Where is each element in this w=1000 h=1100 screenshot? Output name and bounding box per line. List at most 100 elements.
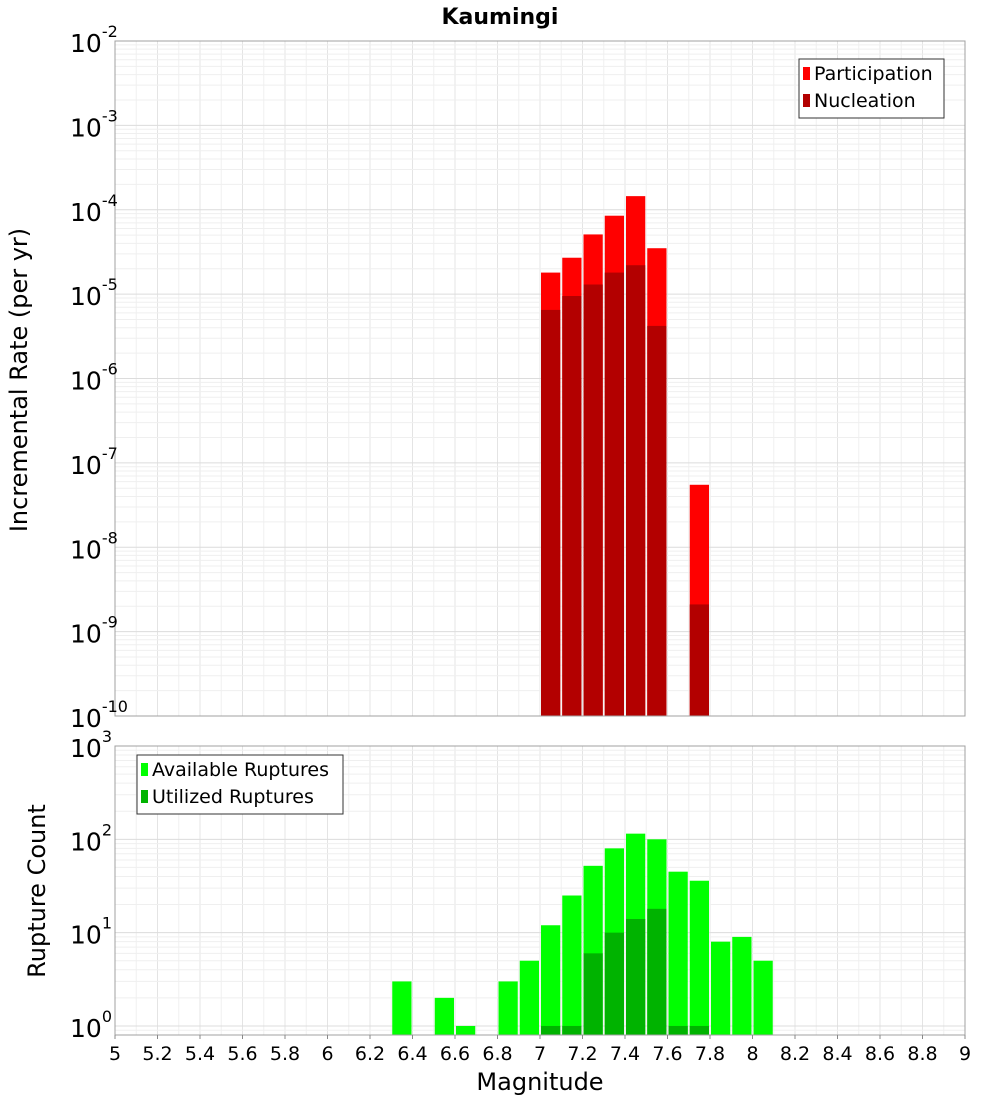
bottom-bar-utilized-ruptures: [562, 1025, 582, 1035]
tick-base: 10: [70, 198, 102, 227]
tick-base: 10: [70, 921, 102, 950]
x-tick-label: 7: [534, 1043, 546, 1065]
x-tick-label: 5: [109, 1043, 121, 1065]
bottom-legend-label: Utilized Ruptures: [152, 786, 314, 808]
bottom-bar-utilized-ruptures: [583, 953, 603, 1035]
x-tick-label: 8.8: [907, 1043, 937, 1065]
top-y-tick-label: 10-7: [70, 444, 118, 480]
x-tick-label: 7.6: [652, 1043, 682, 1065]
tick-exponent: -7: [102, 444, 118, 463]
x-tick-label: 8: [746, 1043, 758, 1065]
top-y-tick-label: 10-3: [70, 106, 118, 142]
tick-exponent: 1: [102, 914, 112, 933]
bottom-bar-available-ruptures: [732, 936, 752, 1035]
tick-exponent: 3: [102, 727, 112, 746]
tick-exponent: -3: [102, 106, 118, 125]
x-tick-label: 6: [321, 1043, 333, 1065]
x-tick-label: 7.8: [695, 1043, 725, 1065]
bottom-bar-available-ruptures: [562, 895, 582, 1035]
top-plot-frame: [114, 40, 966, 717]
bottom-y-tick-label: 103: [70, 727, 112, 763]
top-bar-nucleation: [562, 296, 582, 716]
x-tick-label: 8.4: [822, 1043, 852, 1065]
bottom-bar-available-ruptures: [668, 871, 688, 1035]
bottom-bar-utilized-ruptures: [647, 908, 667, 1035]
x-tick-label: 5.8: [270, 1043, 300, 1065]
tick-base: 10: [70, 535, 102, 564]
x-tick-label: 7.4: [610, 1043, 640, 1065]
top-y-tick-label: 10-9: [70, 613, 118, 649]
bottom-bar-available-ruptures: [689, 880, 709, 1035]
tick-exponent: -6: [102, 360, 118, 379]
tick-base: 10: [70, 367, 102, 396]
x-tick-label: 6.2: [355, 1043, 385, 1065]
tick-exponent: -4: [102, 191, 118, 210]
bottom-y-tick-label: 101: [70, 914, 112, 950]
tick-base: 10: [70, 451, 102, 480]
tick-exponent: 0: [102, 1007, 112, 1026]
bottom-y-axis-label: Rupture Count: [23, 804, 51, 978]
top-bar-nucleation: [689, 604, 709, 716]
top-bar-nucleation: [626, 265, 646, 716]
tick-exponent: -2: [102, 22, 118, 41]
top-bar-nucleation: [647, 325, 667, 716]
x-tick-label: 5.6: [227, 1043, 257, 1065]
tick-base: 10: [70, 1014, 102, 1043]
bottom-bar-available-ruptures: [392, 981, 412, 1035]
bottom-legend-label: Available Ruptures: [152, 759, 329, 781]
bottom-bar-available-ruptures: [498, 981, 518, 1035]
x-tick-label: 9: [959, 1043, 971, 1065]
x-tick-label: 7.2: [567, 1043, 597, 1065]
top-y-tick-label: 10-4: [70, 191, 118, 227]
x-tick-label: 8.2: [780, 1043, 810, 1065]
bottom-legend-swatch: [141, 790, 148, 803]
chart-title: Kaumingi: [442, 5, 559, 30]
tick-exponent: -9: [102, 613, 118, 632]
top-legend-swatch: [803, 67, 810, 80]
top-y-tick-label: 10-10: [70, 697, 128, 733]
tick-exponent: -10: [102, 697, 128, 716]
bottom-y-tick-label: 102: [70, 820, 112, 856]
tick-base: 10: [70, 704, 102, 733]
tick-base: 10: [70, 620, 102, 649]
bottom-bar-available-ruptures: [753, 960, 773, 1035]
bottom-bar-available-ruptures: [711, 941, 731, 1035]
bottom-bar-available-ruptures: [434, 997, 454, 1035]
bottom-bar-utilized-ruptures: [541, 1025, 561, 1035]
tick-exponent: -5: [102, 275, 118, 294]
x-tick-label: 6.4: [397, 1043, 427, 1065]
top-legend-label: Nucleation: [814, 90, 916, 112]
x-tick-label: 6.6: [440, 1043, 470, 1065]
bottom-bar-utilized-ruptures: [626, 919, 646, 1035]
top-y-axis-label: Incremental Rate (per yr): [5, 228, 33, 532]
bottom-bar-utilized-ruptures: [668, 1025, 688, 1035]
bottom-bar-utilized-ruptures: [604, 932, 624, 1035]
top-legend-swatch: [803, 94, 810, 107]
bottom-y-tick-label: 100: [70, 1007, 112, 1043]
top-y-tick-label: 10-5: [70, 275, 118, 311]
bottom-legend: Available Ruptures Utilized Ruptures: [136, 754, 344, 815]
tick-base: 10: [70, 282, 102, 311]
bottom-legend-box: [136, 754, 344, 815]
top-plot-area: 10-210-310-410-510-610-710-810-910-10Par…: [70, 22, 966, 733]
tick-exponent: 2: [102, 820, 112, 839]
top-y-tick-label: 10-8: [70, 528, 118, 564]
top-y-tick-label: 10-2: [70, 22, 118, 58]
bottom-bar-utilized-ruptures: [689, 1025, 709, 1035]
x-tick-label: 5.4: [185, 1043, 215, 1065]
x-tick-label: 5.2: [142, 1043, 172, 1065]
tick-base: 10: [70, 734, 102, 763]
top-legend-label: Participation: [814, 63, 933, 85]
bottom-bar-available-ruptures: [456, 1025, 476, 1035]
bottom-legend-swatch: [141, 763, 148, 776]
top-y-tick-label: 10-6: [70, 360, 118, 396]
tick-base: 10: [70, 29, 102, 58]
top-legend-box: [798, 58, 945, 119]
tick-base: 10: [70, 827, 102, 856]
x-tick-label: 8.6: [865, 1043, 895, 1065]
top-legend: Participation Nucleation: [798, 58, 945, 119]
bottom-bar-available-ruptures: [541, 925, 561, 1035]
top-bar-nucleation: [541, 309, 561, 716]
